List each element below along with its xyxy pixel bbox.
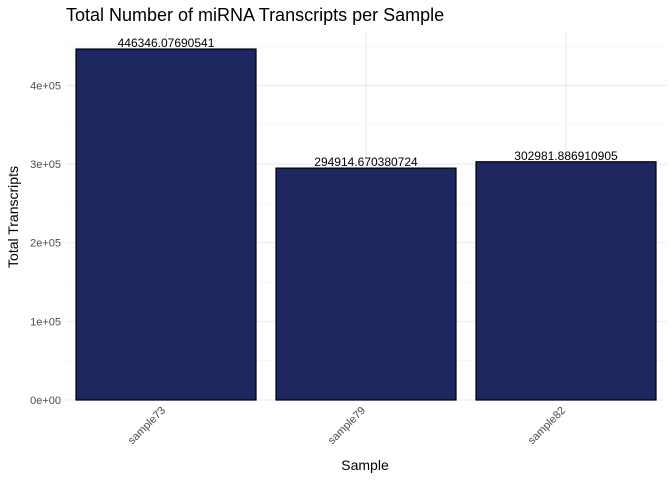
y-tick-label: 4e+05 <box>30 80 61 92</box>
y-tick-label: 1e+05 <box>30 316 61 328</box>
chart-title: Total Number of miRNA Transcripts per Sa… <box>66 5 444 25</box>
y-tick-label: 2e+05 <box>30 238 61 250</box>
data-label-sample82: 302981.886910905 <box>514 149 618 163</box>
data-label-sample79: 294914.670380724 <box>314 155 418 169</box>
x-tick-label-sample82: sample82 <box>526 405 568 447</box>
data-label-sample73: 446346.07690541 <box>118 36 215 50</box>
y-tick-label: 0e+00 <box>30 395 61 407</box>
data-labels: 446346.07690541 294914.670380724 302981.88… <box>118 36 618 169</box>
bars <box>75 48 657 401</box>
x-axis-ticks: sample73 sample79 sample82 <box>126 405 568 447</box>
bar-sample73 <box>75 48 257 401</box>
x-axis-title: Sample <box>341 457 389 473</box>
y-tick-label: 3e+05 <box>30 159 61 171</box>
bar-sample82 <box>475 161 657 401</box>
y-axis-ticks: 0e+00 1e+05 2e+05 3e+05 4e+05 <box>30 80 61 407</box>
y-axis-title: Total Transcripts <box>5 166 21 268</box>
x-tick-label-sample73: sample73 <box>126 405 168 447</box>
bar-sample79 <box>275 167 457 401</box>
x-tick-label-sample79: sample79 <box>326 405 368 447</box>
